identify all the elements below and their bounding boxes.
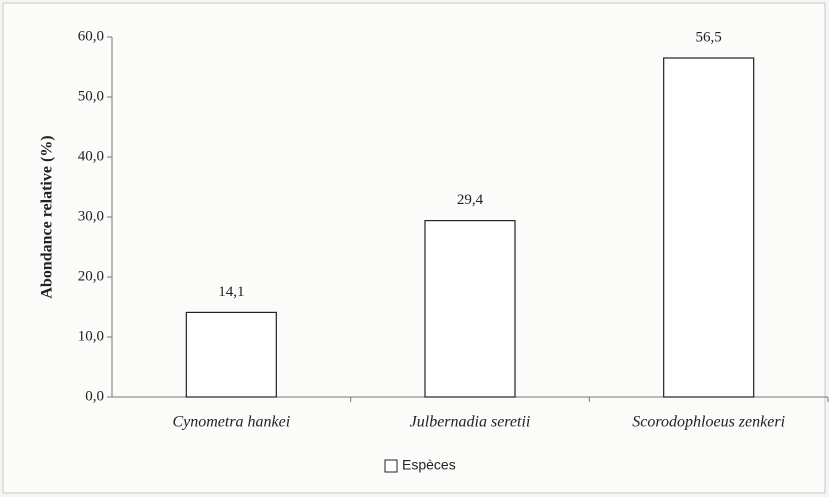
legend-swatch	[384, 459, 398, 473]
x-tick-label: Cynometra hankei	[172, 414, 290, 431]
value-label: 56,5	[696, 29, 722, 45]
y-tick-label: 60,0	[78, 28, 104, 44]
y-tick-label: 30,0	[78, 208, 104, 224]
x-tick-label: Scorodophloeus zenkeri	[632, 414, 785, 431]
value-label: 29,4	[457, 192, 484, 208]
bar	[424, 220, 516, 398]
bar	[663, 57, 755, 398]
x-tick-label: Julbernadia seretii	[410, 414, 531, 431]
legend-label: Espèces	[402, 457, 456, 473]
y-axis-label: Abondance relative (%)	[39, 135, 56, 298]
y-tick-label: 50,0	[78, 88, 104, 104]
bar	[185, 311, 277, 398]
y-tick-label: 10,0	[78, 328, 104, 344]
y-tick-label: 40,0	[78, 148, 104, 164]
value-label: 14,1	[218, 284, 244, 300]
y-tick-label: 20,0	[78, 268, 104, 284]
y-tick-label: 0,0	[85, 388, 104, 404]
